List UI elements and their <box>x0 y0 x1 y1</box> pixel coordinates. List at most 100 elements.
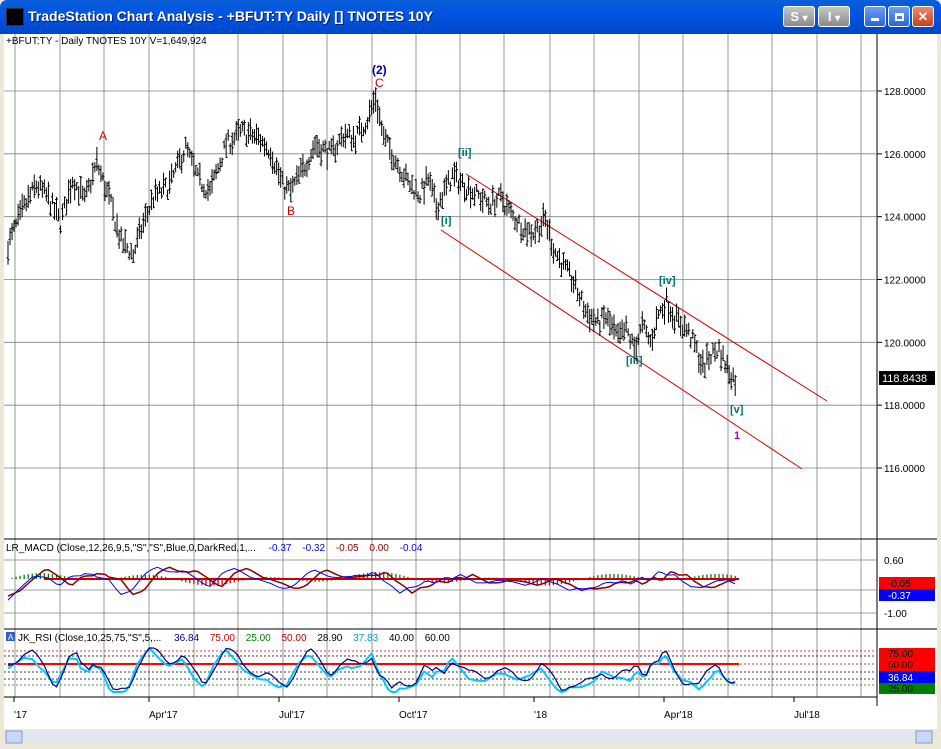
price-bar <box>650 328 654 351</box>
last-price-label: 118.8438 <box>882 373 927 385</box>
price-bar <box>572 275 576 294</box>
price-bar <box>681 324 685 339</box>
price-bar <box>555 251 559 261</box>
macd-value-4: 0.00 <box>369 543 389 554</box>
price-bar <box>519 222 523 244</box>
chart-area[interactable]: A B C (2) [ii] [i] [iii] [iv] [v] 1 +BFU… <box>4 34 937 744</box>
price-bar <box>303 164 307 177</box>
macd-signal-line <box>7 566 736 597</box>
rsi-badge-current-label: 36.84 <box>888 673 913 684</box>
wave-label-b: B <box>287 204 295 218</box>
price-bar <box>454 161 458 183</box>
price-bar <box>107 180 111 205</box>
price-bar <box>149 189 153 211</box>
price-bar <box>162 172 166 195</box>
price-bar <box>380 120 384 136</box>
price-bar <box>713 342 717 362</box>
price-bar <box>345 128 349 139</box>
price-bar <box>418 195 422 204</box>
wave-label-c: C <box>375 76 384 90</box>
price-bar <box>422 180 426 205</box>
price-bar <box>93 162 97 173</box>
channel-upper-line <box>465 173 828 402</box>
time-tick-label: Apr'18 <box>664 710 693 721</box>
price-bar <box>277 162 281 186</box>
price-bar <box>89 179 93 194</box>
wave-label-2: (2) <box>372 63 387 77</box>
price-bar <box>553 248 557 257</box>
price-bar <box>311 140 315 160</box>
title-bar: TradeStation Chart Analysis - +BFUT:TY D… <box>0 0 941 34</box>
price-bar <box>416 191 420 202</box>
price-bar <box>590 308 594 326</box>
time-tick-label: Jul'17 <box>279 710 305 721</box>
price-bar <box>75 182 79 191</box>
price-bar <box>109 193 113 203</box>
last-price-box <box>879 371 935 385</box>
price-bar <box>283 186 287 200</box>
macd-value-3: -0.05 <box>336 543 359 554</box>
price-bar <box>192 153 196 177</box>
price-bar <box>271 151 275 174</box>
price-bar <box>321 140 325 153</box>
price-bar <box>525 222 529 247</box>
price-bar <box>315 134 319 158</box>
price-bar <box>402 168 406 188</box>
price-bar <box>640 311 644 333</box>
price-bar <box>614 325 618 337</box>
scroll-left-button[interactable] <box>5 730 23 744</box>
price-bar <box>602 304 606 329</box>
maximize-icon <box>894 13 904 21</box>
price-bar <box>269 147 273 167</box>
price-bar <box>596 308 600 324</box>
price-bar <box>376 99 380 124</box>
price-bar <box>133 244 137 255</box>
price-bar <box>218 157 222 172</box>
price-bar <box>63 196 67 209</box>
price-bar <box>232 132 236 146</box>
price-bar <box>477 190 481 199</box>
macd-badge-red-label: -0.05 <box>888 579 911 590</box>
price-bar <box>347 123 351 139</box>
minimize-button[interactable] <box>864 6 886 27</box>
scroll-right-button[interactable] <box>915 730 933 744</box>
price-bar <box>333 144 337 163</box>
close-button[interactable]: ✕ <box>912 6 934 27</box>
price-bar <box>434 198 438 220</box>
price-bar <box>30 181 34 191</box>
price-bar <box>164 177 168 188</box>
price-bar <box>105 181 109 198</box>
price-bar <box>91 162 95 186</box>
price-bar <box>652 327 656 340</box>
price-bar <box>378 107 382 127</box>
price-bar <box>537 225 541 243</box>
price-bar <box>729 372 733 390</box>
indicator-i-button[interactable]: I ▾ <box>818 6 850 27</box>
price-bar <box>281 171 285 185</box>
price-bar <box>679 315 683 337</box>
price-bar <box>265 141 269 156</box>
price-bar <box>531 231 535 241</box>
maximize-button[interactable] <box>888 6 910 27</box>
price-bar <box>153 178 157 201</box>
price-bar <box>366 117 370 130</box>
price-bar <box>293 176 297 186</box>
price-bar <box>87 177 91 192</box>
price-bar <box>610 316 614 335</box>
time-tick-label: Jul'18 <box>794 710 820 721</box>
price-bar <box>658 305 662 314</box>
symbol-link-s-button[interactable]: S ▾ <box>783 6 815 27</box>
price-bar <box>509 201 513 219</box>
time-axis: '17 Apr'17 Jul'17 Oct'17 '18 Apr'18 Jul'18 <box>13 697 820 721</box>
price-bar <box>725 354 729 374</box>
price-bar <box>517 214 521 224</box>
price-bar <box>285 176 289 194</box>
price-bar <box>52 202 56 221</box>
price-bar <box>364 122 368 135</box>
price-bar <box>16 203 20 226</box>
price-bar <box>188 148 192 159</box>
price-bar <box>307 156 311 171</box>
scrollbar-track[interactable] <box>25 732 913 742</box>
price-bar <box>79 175 83 199</box>
price-bar <box>67 179 71 204</box>
